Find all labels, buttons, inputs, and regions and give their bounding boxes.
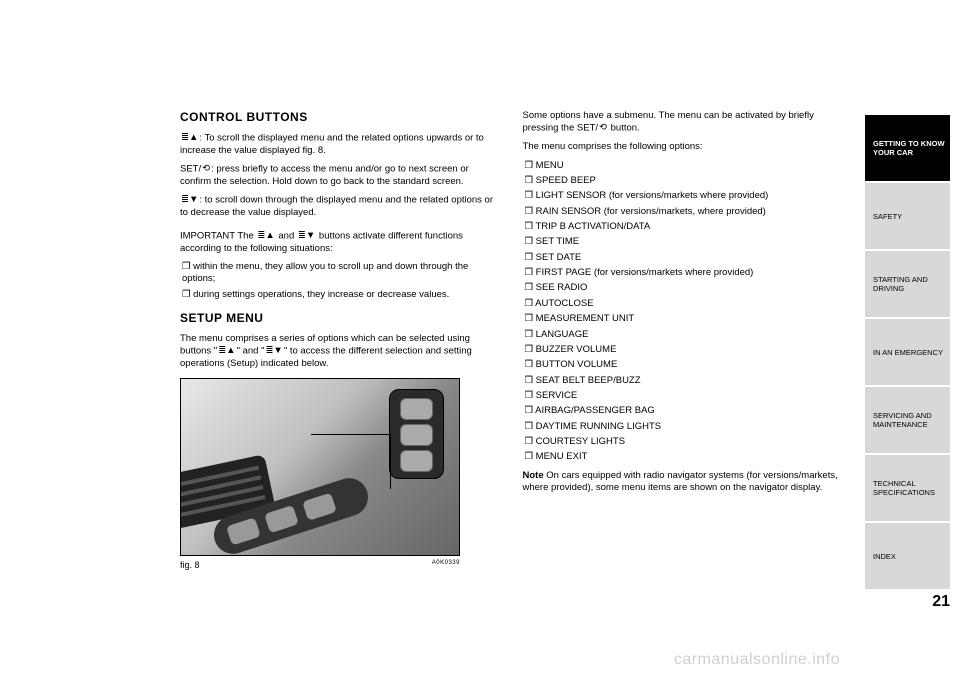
list-item: ❒ BUTTON VOLUME — [523, 359, 846, 371]
text: IMPORTANT The — [180, 230, 256, 241]
set-arrow-icon: ⟲ — [202, 163, 210, 175]
figure-label: fig. 8 — [180, 560, 200, 572]
menu-down-icon: ≣▼ — [181, 194, 198, 206]
left-column: CONTROL BUTTONS ≣▲: To scroll the displa… — [180, 110, 503, 659]
list-item: ❒ TRIP B ACTIVATION/DATA — [523, 221, 846, 233]
content-area: CONTROL BUTTONS ≣▲: To scroll the displa… — [0, 0, 865, 679]
sidebar-tab[interactable]: SAFETY — [865, 183, 950, 251]
heading-setup-menu: SETUP MENU — [180, 311, 503, 327]
para-note: Note On cars equipped with radio navigat… — [523, 470, 846, 495]
para-important: IMPORTANT The ≣▲ and ≣▼ buttons activate… — [180, 230, 503, 255]
text: Some options have a submenu. The menu ca… — [523, 110, 814, 134]
note-text: On cars equipped with radio navigator sy… — [523, 470, 838, 493]
list-item: ❒ SEAT BELT BEEP/BUZZ — [523, 375, 846, 387]
menu-up-icon: ≣▲ — [257, 230, 274, 242]
figure-code: A0K0339 — [432, 560, 460, 572]
menu-down-icon: ≣▼ — [298, 230, 315, 242]
list-item: ❒ SET DATE — [523, 252, 846, 264]
sidebar-tab[interactable]: STARTING AND DRIVING — [865, 251, 950, 319]
sidebar-tab[interactable]: SERVICING AND MAINTENANCE — [865, 387, 950, 455]
list-item: ❒ RAIN SENSOR (for versions/markets, whe… — [523, 206, 846, 218]
para-set-button: SET/⟲: press briefly to access the menu … — [180, 163, 503, 188]
sidebar-tab[interactable]: TECHNICAL SPECIFICATIONS — [865, 455, 950, 523]
list-item: ❒ MENU — [523, 160, 846, 172]
list-item: ❒ BUZZER VOLUME — [523, 344, 846, 356]
list-item: ❒ AIRBAG/PASSENGER BAG — [523, 405, 846, 417]
para-scroll-down: ≣▼: to scroll down through the displayed… — [180, 194, 503, 219]
set-arrow-icon: ⟲ — [599, 122, 607, 134]
list-item: ❒ during settings operations, they incre… — [180, 289, 503, 301]
page-container: CONTROL BUTTONS ≣▲: To scroll the displa… — [0, 0, 960, 679]
list-item: ❒ AUTOCLOSE — [523, 298, 846, 310]
watermark: carmanualsonline.info — [674, 651, 840, 669]
menu-up-icon: ≣▲ — [218, 345, 235, 357]
list-item: ❒ SPEED BEEP — [523, 175, 846, 187]
sidebar-tab[interactable]: INDEX — [865, 523, 950, 591]
text: and — [276, 230, 297, 241]
list-item: ❒ COURTESY LIGHTS — [523, 436, 846, 448]
figure-caption: fig. 8 A0K0339 — [180, 560, 460, 572]
menu-options-list: ❒ MENU ❒ SPEED BEEP ❒ LIGHT SENSOR (for ve… — [523, 160, 846, 464]
menu-down-icon: ≣▼ — [265, 345, 282, 357]
para-scroll-up: ≣▲: To scroll the displayed menu and the… — [180, 132, 503, 157]
list-item: ❒ DAYTIME RUNNING LIGHTS — [523, 421, 846, 433]
para-submenu: Some options have a submenu. The menu ca… — [523, 110, 846, 135]
text: " and " — [237, 346, 265, 357]
list-item: ❒ MENU EXIT — [523, 451, 846, 463]
button-closeup — [389, 389, 444, 479]
text: : press briefly to access the menu and/o… — [180, 164, 469, 187]
text: SET/ — [180, 164, 201, 175]
text: button. — [608, 123, 640, 134]
para-setup-desc: The menu comprises a series of options w… — [180, 333, 503, 371]
heading-control-buttons: CONTROL BUTTONS — [180, 110, 503, 126]
sidebar-tab[interactable]: GETTING TO KNOW YOUR CAR — [865, 115, 950, 183]
list-item: ❒ LANGUAGE — [523, 329, 846, 341]
sidebar-tab[interactable]: IN AN EMERGENCY — [865, 319, 950, 387]
list-item: ❒ SET TIME — [523, 236, 846, 248]
list-item: ❒ MEASUREMENT UNIT — [523, 313, 846, 325]
list-item: ❒ within the menu, they allow you to scr… — [180, 261, 503, 286]
sidebar-tabs: GETTING TO KNOW YOUR CARSAFETYSTARTING A… — [865, 0, 960, 679]
list-item: ❒ SERVICE — [523, 390, 846, 402]
page-number: 21 — [865, 593, 950, 611]
list-item: ❒ LIGHT SENSOR (for versions/markets whe… — [523, 190, 846, 202]
list-item: ❒ SEE RADIO — [523, 282, 846, 294]
para-options-intro: The menu comprises the following options… — [523, 141, 846, 153]
text: : to scroll down through the displayed m… — [180, 195, 493, 218]
figure-8 — [180, 378, 460, 556]
menu-up-icon: ≣▲ — [181, 132, 198, 144]
note-label: Note — [523, 470, 544, 481]
text: : To scroll the displayed menu and the r… — [180, 132, 484, 155]
list-item: ❒ FIRST PAGE (for versions/markets where… — [523, 267, 846, 279]
right-column: Some options have a submenu. The menu ca… — [523, 110, 846, 659]
